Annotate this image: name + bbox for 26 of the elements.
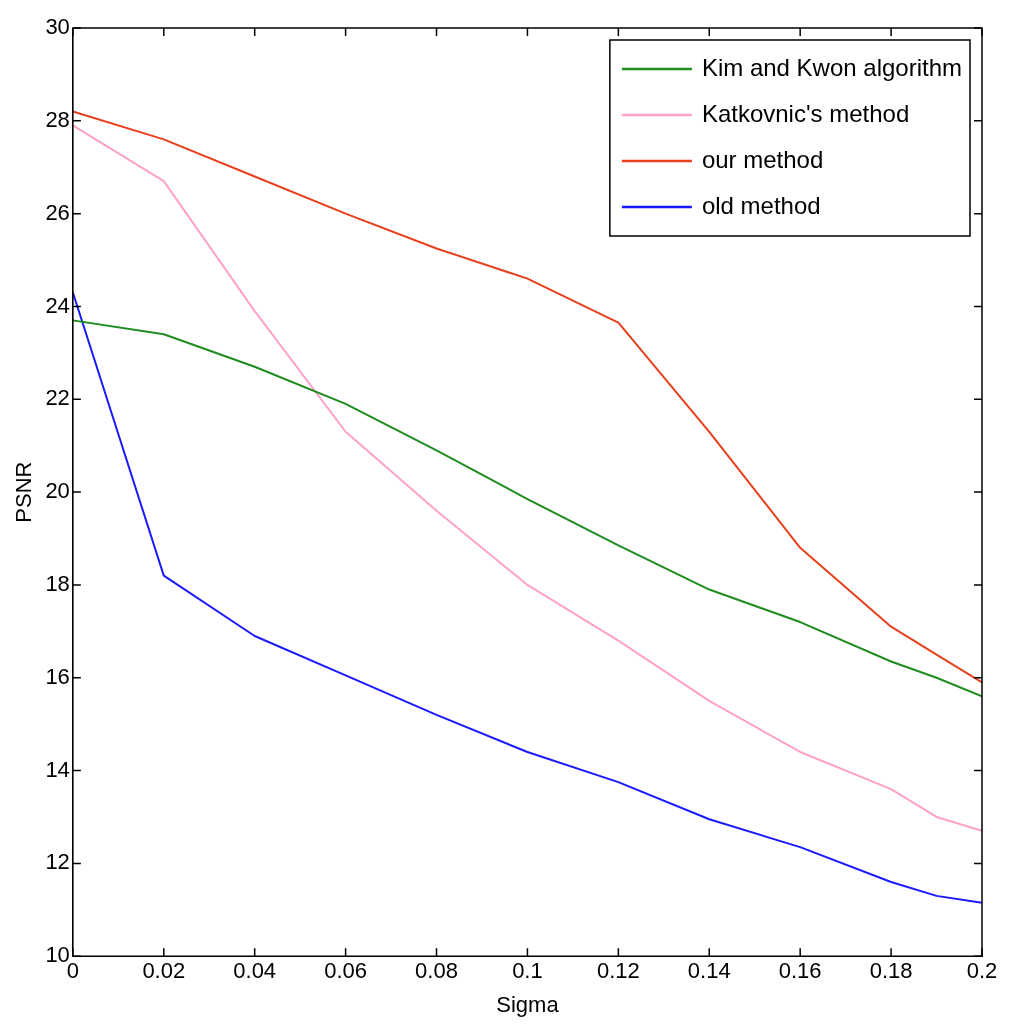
x-axis-title: Sigma [496,991,560,1017]
y-tick-label: 18 [45,570,70,596]
legend-label: our method [701,145,824,173]
x-tick-label: 0.14 [687,958,731,984]
x-tick-label: 0.12 [596,958,640,984]
x-tick-label: 0.16 [778,958,822,984]
x-tick-label: 0.06 [324,958,368,984]
legend-label: old method [701,191,821,219]
y-tick-label: 12 [45,849,70,875]
legend-label: Katkovnic's method [701,99,910,127]
legend-label: Kim and Kwon algorithm [701,53,962,81]
y-tick-label: 24 [45,292,70,318]
x-tick-label: 0.02 [142,958,186,984]
x-tick-label: 0.08 [415,958,458,984]
x-tick-label: 0.18 [869,958,913,984]
y-tick-label: 16 [45,663,70,689]
x-tick-label: 0.04 [233,958,277,984]
y-tick-label: 28 [45,106,70,132]
y-tick-label: 22 [45,385,70,411]
y-tick-label: 30 [45,14,70,40]
y-tick-label: 26 [45,199,70,225]
y-tick-label: 14 [45,756,70,782]
y-axis-title: PSNR [11,461,37,523]
x-tick-label: 0.2 [966,958,998,984]
x-tick-label: 0.1 [512,958,543,984]
y-tick-label: 20 [45,478,70,504]
